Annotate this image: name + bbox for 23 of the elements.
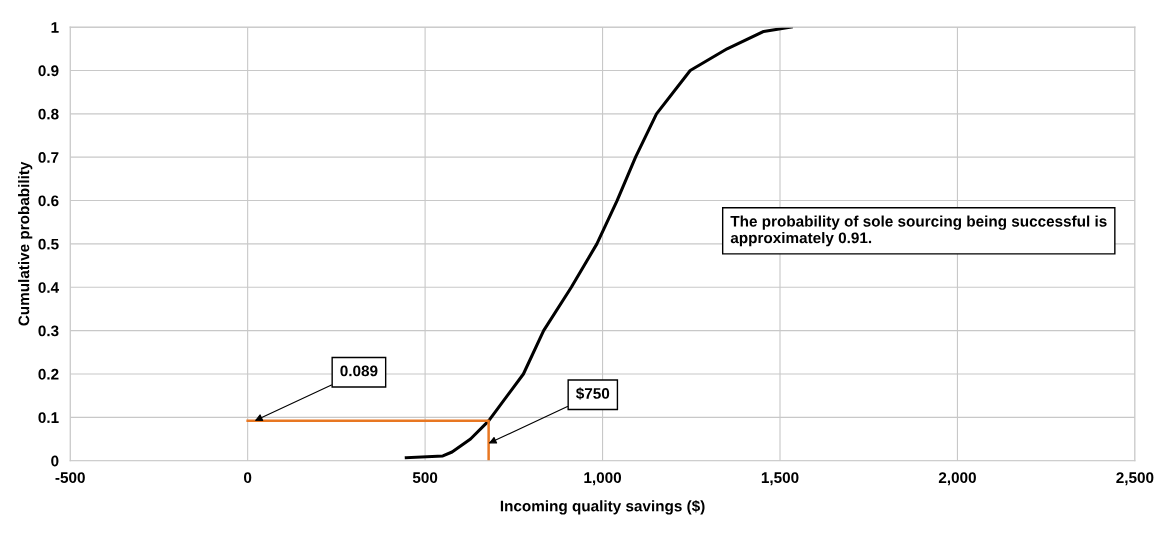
y-tick-label: 0.7: [38, 152, 59, 163]
y-tick-label: 1: [51, 22, 59, 33]
y-tick-label: 0: [51, 455, 59, 467]
annotation: The probability of sole sourcing being successful is approximately 0.91.: [730, 215, 1107, 247]
x-tick-label: -500: [55, 472, 85, 484]
y-tick-label: 0.4: [38, 282, 60, 293]
x-tick-label: 2,500: [1116, 472, 1154, 486]
annotation: $750: [576, 387, 610, 400]
x-tick-label: 2,000: [938, 472, 976, 486]
y-tick-label: 0.1: [38, 412, 59, 424]
y-tick-label: 0.8: [38, 108, 59, 120]
y-tick-label: 0.3: [38, 325, 59, 337]
y-tick-label: 0.6: [38, 195, 59, 207]
x-tick-label: 1,000: [584, 472, 622, 486]
annotation: 0.089: [340, 365, 378, 377]
y-tick-label: 0.9: [38, 65, 59, 77]
y-tick-label: 0.2: [38, 368, 59, 380]
x-tick-label: 1,500: [761, 472, 799, 486]
x-tick-label: 0: [244, 472, 252, 484]
x-tick-label: 500: [412, 472, 438, 484]
y-tick-label: 0.5: [38, 238, 59, 250]
y-axis-title: Cumulative probability: [18, 161, 33, 326]
x-axis-title: Incoming quality savings ($): [500, 499, 705, 515]
